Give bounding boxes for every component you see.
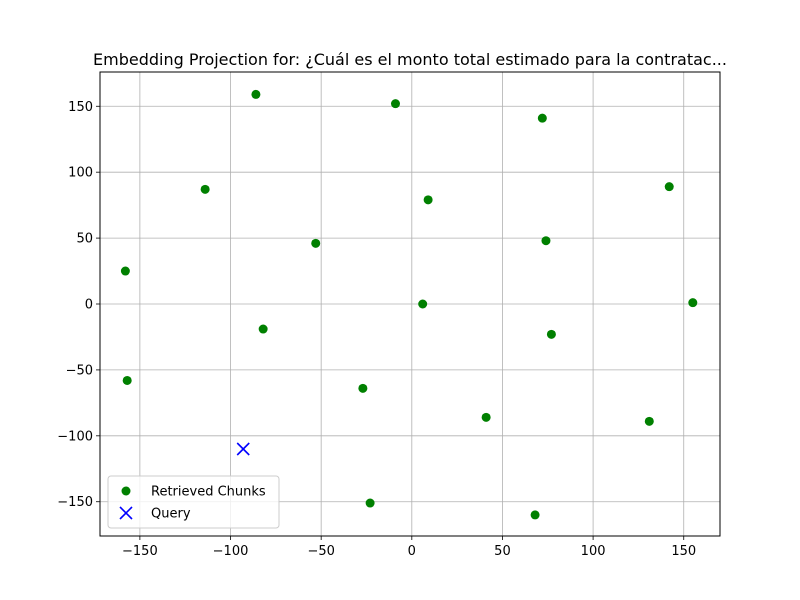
x-tick-label: 0 (408, 544, 416, 559)
axis-ticks: −150 −100 −50 0 50 100 150 −150 −100 −50 0 50 100 150 (57, 100, 696, 559)
chunk-point (644, 416, 654, 426)
x-tick-label: −150 (122, 544, 158, 559)
x-tick-label: 150 (671, 544, 696, 559)
chunk-point (311, 238, 321, 248)
x-tick-label: 100 (581, 544, 606, 559)
chunk-point (664, 182, 674, 192)
data-points (120, 89, 698, 520)
chart-title: Embedding Projection for: ¿Cuál es el mo… (93, 50, 727, 69)
chunk-point (481, 412, 491, 422)
chunk-point (258, 324, 268, 334)
legend-label: Query (151, 507, 191, 522)
legend-query-marker (119, 506, 133, 520)
chunk-point (122, 375, 132, 385)
chunk-point (546, 329, 556, 339)
chunk-point (541, 236, 551, 246)
chunk-point (418, 299, 428, 309)
chunk-point (423, 195, 433, 205)
chunk-point (358, 383, 368, 393)
query-marker (236, 442, 250, 456)
x-tick-label: −100 (213, 544, 249, 559)
legend: Retrieved Chunks Query (107, 475, 280, 529)
y-tick-label: −150 (57, 495, 93, 510)
legend-label: Retrieved Chunks (151, 485, 266, 500)
chunk-point (120, 266, 130, 276)
y-tick-label: 100 (68, 166, 93, 181)
y-tick-label: −50 (66, 363, 93, 378)
chunk-point (200, 184, 210, 194)
chunk-point (537, 113, 547, 123)
y-tick-label: 0 (85, 298, 93, 313)
chunk-point (365, 498, 375, 508)
chunk-point (251, 89, 261, 99)
legend-chunk-marker (121, 486, 131, 496)
x-tick-label: 50 (494, 544, 511, 559)
x-tick-label: −50 (307, 544, 334, 559)
y-tick-label: 50 (76, 232, 93, 247)
y-tick-label: 150 (68, 100, 93, 115)
chunk-point (390, 99, 400, 109)
chunk-point (530, 510, 540, 520)
chunk-point (688, 298, 698, 308)
y-tick-label: −100 (57, 429, 93, 444)
legend-box (107, 475, 280, 529)
